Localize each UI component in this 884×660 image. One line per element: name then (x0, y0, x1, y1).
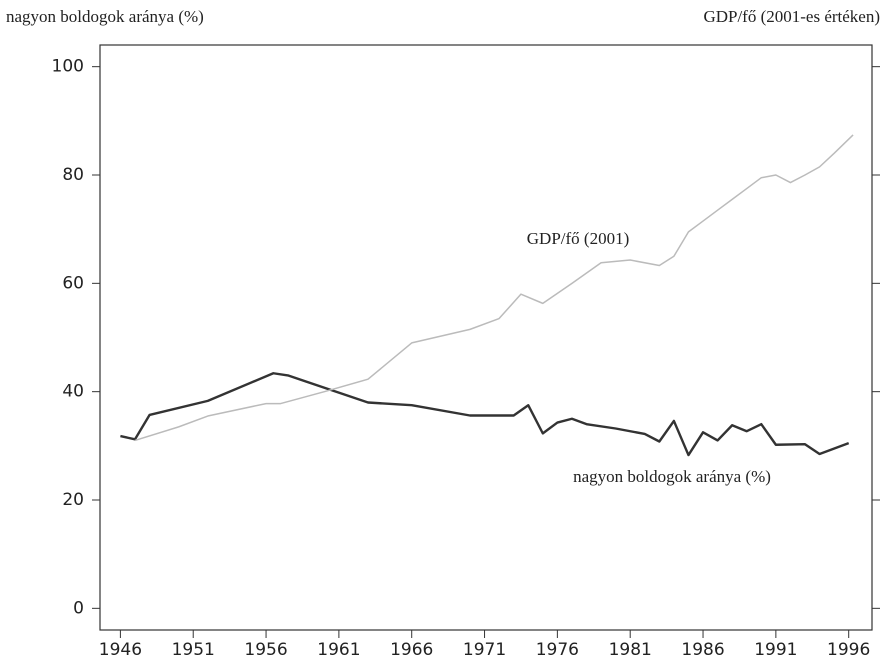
x-tick-label: 1991 (754, 640, 797, 660)
series-line (134, 134, 854, 442)
y-tick-label: 100 (52, 57, 84, 77)
y-tick-label: 60 (62, 273, 84, 293)
x-tick-label: 1961 (317, 640, 360, 660)
y-axis-label: nagyon boldogok aránya (%) (6, 7, 204, 26)
x-tick-label: 1971 (463, 640, 506, 660)
x-tick-label: 1951 (172, 640, 215, 660)
x-tick-label: 1946 (99, 640, 142, 660)
x-tick-label: 1986 (681, 640, 724, 660)
x-tick-label: 1956 (244, 640, 287, 660)
x-tick-label: 1996 (827, 640, 870, 660)
y-tick-label: 20 (62, 490, 84, 510)
annotation: nagyon boldogok aránya (%) (573, 467, 771, 486)
x-tick-label: 1981 (609, 640, 652, 660)
y-tick-label: 40 (62, 382, 84, 402)
y-tick-label: 80 (62, 165, 84, 185)
x-tick-label: 1966 (390, 640, 433, 660)
annotation: GDP/fő (2001) (527, 229, 629, 248)
y2-axis-label: GDP/fő (2001-es értéken) (703, 7, 880, 26)
series-line (120, 372, 850, 457)
x-tick-label: 1976 (536, 640, 579, 660)
plot-frame (99, 44, 873, 631)
y-tick-label: 0 (73, 598, 84, 618)
